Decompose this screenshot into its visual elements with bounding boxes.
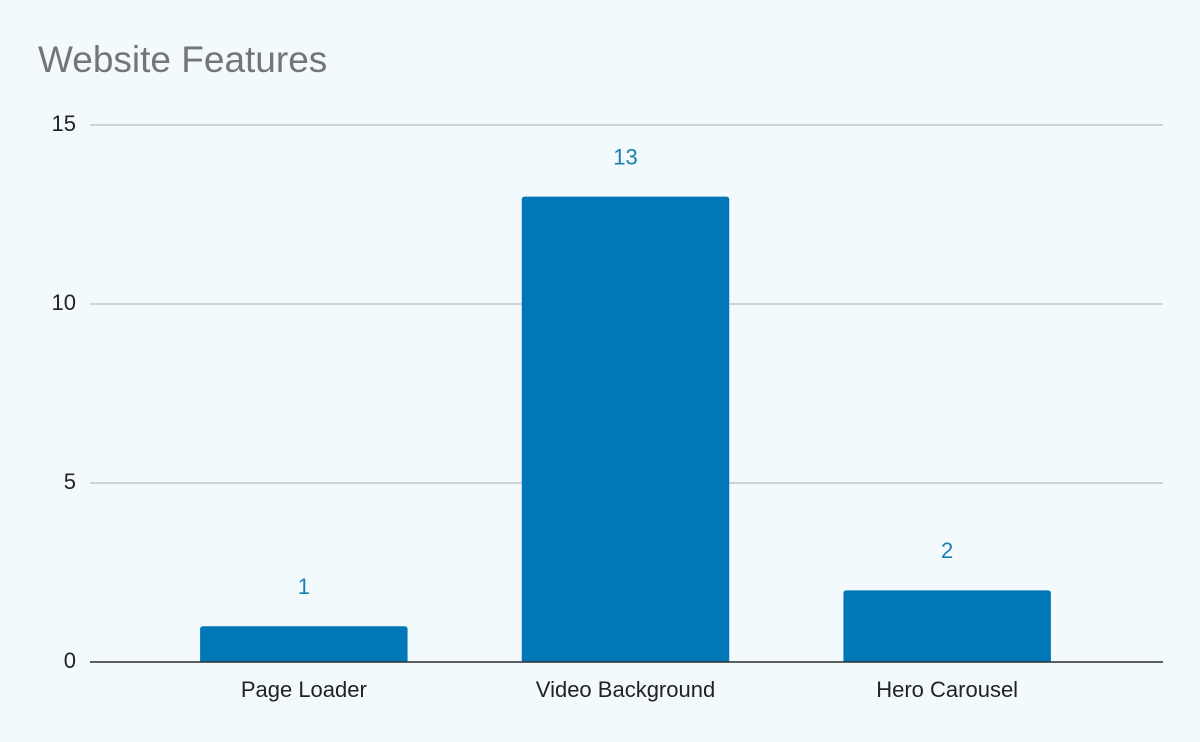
x-tick-label: Video Background bbox=[536, 677, 715, 702]
value-label: 1 bbox=[298, 574, 310, 599]
x-tick-label: Hero Carousel bbox=[876, 677, 1018, 702]
value-label: 2 bbox=[941, 538, 953, 563]
y-tick-label: 0 bbox=[64, 648, 76, 673]
x-tick-label: Page Loader bbox=[241, 677, 367, 702]
y-tick-label: 10 bbox=[52, 290, 76, 315]
y-tick-label: 15 bbox=[52, 111, 76, 136]
bar bbox=[521, 196, 730, 662]
value-label: 13 bbox=[613, 144, 637, 169]
bar bbox=[843, 590, 1051, 662]
chart-title: Website Features bbox=[38, 39, 327, 80]
bar bbox=[200, 626, 408, 662]
y-tick-label: 5 bbox=[64, 469, 76, 494]
